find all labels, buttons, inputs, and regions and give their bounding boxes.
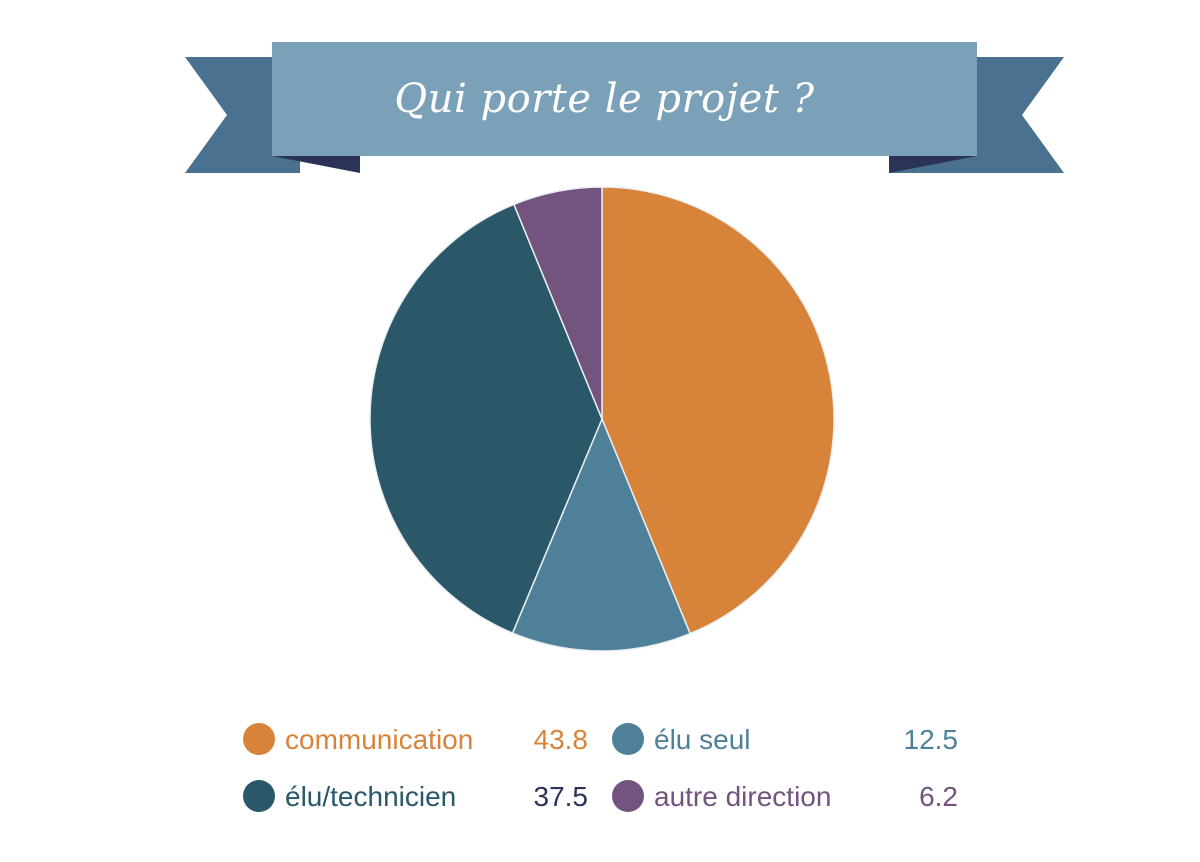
legend-swatch [243, 723, 275, 755]
legend-swatch [612, 723, 644, 755]
legend-item: élu seul 12.5 [612, 719, 958, 759]
pie-slice-2 [511, 417, 692, 652]
title-banner [185, 42, 1064, 173]
legend-item: élu/technicien 37.5 [243, 776, 588, 816]
banner-left-tail [185, 57, 300, 173]
legend-item: communication 43.8 [243, 719, 588, 759]
legend-value: 37.5 [533, 781, 589, 812]
legend-value: 12.5 [903, 724, 959, 755]
legend-swatch [612, 780, 644, 812]
legend-label: autre direction [654, 781, 832, 812]
legend-label: élu seul [654, 724, 751, 755]
legend-swatch [243, 780, 275, 812]
legend-item: autre direction 6.2 [612, 776, 958, 816]
pie-slice-3 [369, 203, 603, 635]
legend-value: 43.8 [533, 724, 589, 755]
legend-value: 6.2 [919, 781, 958, 812]
legend-label: élu/technicien [285, 781, 457, 812]
legend-label: communication [285, 724, 474, 755]
banner-face [272, 42, 977, 156]
banner-right-fold [889, 156, 977, 173]
banner-left-fold [272, 156, 360, 173]
chart-title: Qui porte le projet ? [394, 76, 815, 122]
pie-slice-4 [512, 186, 603, 420]
pie-slice-1 [601, 186, 835, 635]
